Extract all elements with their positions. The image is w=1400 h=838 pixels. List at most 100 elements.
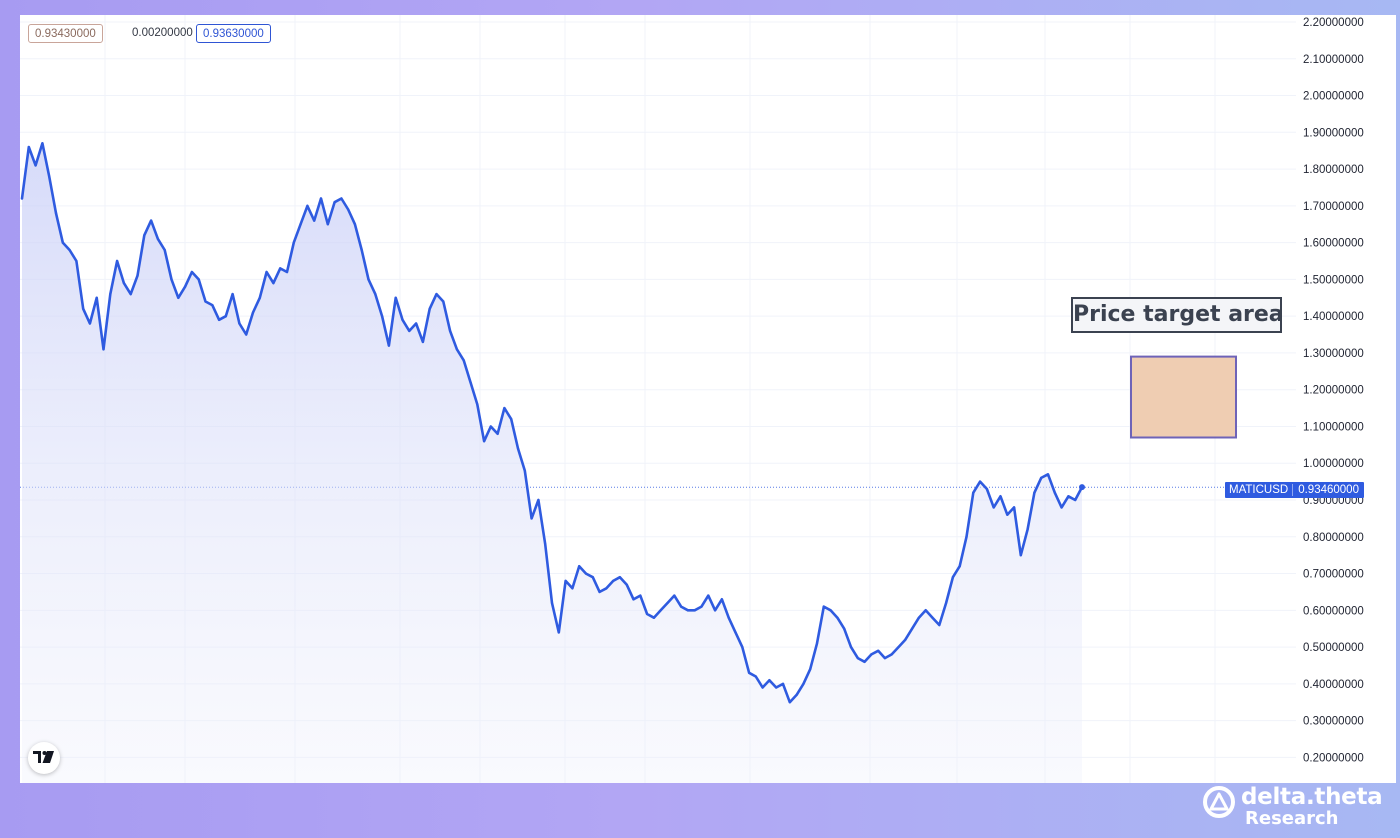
data-point-115 — [802, 682, 805, 686]
y-tick-label-7: 0.90000000 — [1303, 495, 1364, 507]
data-point-72 — [510, 418, 513, 421]
ohlc-high-value: 0.93630000 — [196, 24, 271, 43]
data-point-5 — [54, 212, 58, 215]
data-point-111 — [775, 686, 778, 689]
data-point-105 — [734, 631, 737, 634]
data-point-29 — [218, 318, 221, 321]
tradingview-logo-icon[interactable] — [28, 742, 60, 774]
y-tick-label-12: 1.40000000 — [1303, 311, 1364, 323]
data-point-123 — [856, 657, 859, 660]
data-point-102 — [714, 609, 717, 612]
y-tick-label-15: 1.70000000 — [1303, 201, 1364, 213]
data-point-51 — [367, 278, 370, 281]
data-point-93 — [652, 616, 656, 619]
data-point-130 — [904, 638, 907, 641]
data-point-4 — [48, 175, 51, 178]
data-point-15 — [122, 282, 125, 285]
data-point-106 — [741, 646, 744, 649]
data-point-42 — [306, 204, 309, 207]
data-point-58 — [415, 322, 418, 325]
data-point-107 — [748, 671, 751, 674]
brand-logo: delta.theta Research — [1203, 784, 1393, 834]
data-point-69 — [489, 425, 492, 428]
data-point-52 — [374, 293, 377, 296]
data-point-3 — [41, 142, 44, 145]
data-point-59 — [421, 340, 424, 343]
data-point-12 — [102, 348, 105, 351]
data-point-56 — [401, 318, 404, 321]
data-point-68 — [483, 440, 486, 443]
data-point-18 — [143, 234, 146, 237]
data-point-147 — [1019, 554, 1022, 557]
data-point-101 — [707, 594, 710, 597]
data-point-88 — [618, 576, 622, 579]
target-box-layer — [1130, 355, 1237, 439]
data-point-144 — [999, 495, 1002, 498]
y-tick-label-1: 0.30000000 — [1303, 716, 1364, 728]
data-point-85 — [598, 590, 601, 594]
data-point-39 — [285, 270, 289, 274]
data-point-25 — [190, 270, 193, 274]
ohlc-low-value: 0.93430000 — [28, 24, 103, 43]
data-point-76 — [537, 498, 540, 502]
tradingview-mark-icon — [33, 751, 54, 763]
data-point-61 — [435, 293, 438, 296]
data-point-32 — [238, 322, 241, 325]
data-point-20 — [156, 237, 159, 240]
data-point-112 — [781, 682, 785, 686]
y-tick-label-6: 0.80000000 — [1303, 532, 1364, 544]
data-point-81 — [571, 587, 574, 590]
data-point-110 — [768, 679, 771, 682]
chart-panel[interactable]: 0.20000000 0.30000000 0.40000000 0.50000000… — [20, 15, 1396, 783]
data-point-34 — [251, 311, 255, 314]
data-point-151 — [1046, 473, 1050, 476]
y-tick-label-3: 0.50000000 — [1303, 642, 1364, 654]
price-tag-value: 0.93460000 — [1298, 484, 1359, 496]
data-point-78 — [550, 601, 554, 605]
data-point-64 — [455, 348, 458, 351]
data-point-30 — [224, 315, 227, 318]
data-point-53 — [381, 315, 384, 318]
delta-theta-logo-icon — [1203, 786, 1235, 818]
data-point-47 — [340, 197, 343, 200]
data-point-83 — [584, 572, 588, 575]
data-point-149 — [1033, 491, 1036, 494]
data-point-133 — [924, 609, 927, 612]
data-point-94 — [659, 609, 662, 612]
data-point-140 — [972, 491, 975, 494]
brand-name: delta.theta — [1241, 784, 1383, 810]
price-chart[interactable]: 0.20000000 0.30000000 0.40000000 0.50000000… — [20, 15, 1396, 783]
data-point-57 — [408, 329, 411, 332]
data-point-14 — [116, 259, 119, 263]
data-point-6 — [61, 241, 64, 244]
data-point-38 — [279, 267, 282, 270]
data-point-2 — [34, 164, 37, 167]
data-point-116 — [809, 668, 812, 671]
y-tick-label-8: 1.00000000 — [1303, 458, 1364, 470]
y-tick-label-17: 1.90000000 — [1303, 127, 1364, 139]
data-point-153 — [1060, 506, 1063, 509]
y-tick-label-14: 1.60000000 — [1303, 238, 1364, 250]
data-point-96 — [673, 594, 676, 597]
y-tick-label-0: 0.20000000 — [1303, 752, 1364, 764]
series-area-fill — [22, 143, 1082, 783]
data-point-84 — [591, 576, 594, 579]
data-point-154 — [1067, 495, 1070, 498]
data-point-35 — [258, 296, 261, 299]
data-point-70 — [496, 432, 499, 435]
data-point-98 — [686, 609, 690, 612]
data-point-137 — [951, 576, 955, 579]
data-point-139 — [965, 535, 968, 538]
data-point-79 — [557, 631, 560, 634]
data-point-60 — [428, 307, 431, 310]
data-point-152 — [1053, 491, 1056, 494]
data-point-82 — [578, 565, 581, 568]
data-point-71 — [503, 407, 506, 410]
data-point-43 — [313, 219, 316, 222]
data-point-8 — [75, 259, 78, 263]
data-point-46 — [333, 201, 336, 204]
data-point-86 — [605, 587, 608, 590]
data-point-24 — [184, 285, 187, 288]
data-point-45 — [326, 223, 329, 226]
data-point-104 — [727, 616, 730, 619]
